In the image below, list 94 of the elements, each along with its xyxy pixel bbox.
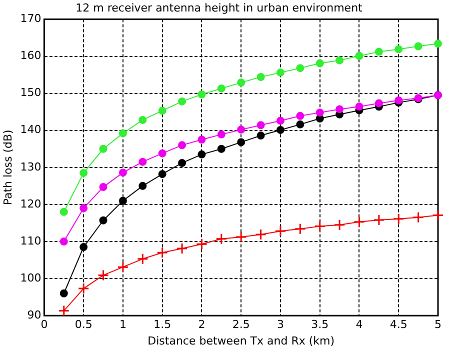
x-tick-label: 4.5 xyxy=(390,318,408,332)
point xyxy=(136,253,148,265)
point xyxy=(276,68,284,77)
x-tick-label: 3.5 xyxy=(311,318,329,332)
y-tick-label: 140 xyxy=(20,123,42,136)
y-tick-label: 100 xyxy=(20,271,42,284)
point xyxy=(99,216,108,224)
point xyxy=(80,243,88,252)
point xyxy=(80,168,88,177)
point xyxy=(60,238,68,246)
point xyxy=(296,64,304,72)
point xyxy=(99,144,108,153)
point xyxy=(414,42,422,50)
x-tick-label: 5 xyxy=(434,318,442,332)
point xyxy=(296,120,304,128)
point xyxy=(138,116,147,124)
point xyxy=(434,40,442,48)
point xyxy=(336,56,344,64)
point xyxy=(178,158,186,167)
point xyxy=(196,238,208,250)
point xyxy=(432,209,444,221)
point xyxy=(217,130,226,138)
point xyxy=(336,105,344,114)
y-tick-label: 150 xyxy=(20,86,42,100)
point xyxy=(138,182,147,190)
point xyxy=(316,108,324,117)
point xyxy=(355,102,364,111)
point xyxy=(374,99,383,108)
point xyxy=(198,90,206,98)
point xyxy=(256,132,265,140)
point xyxy=(178,141,186,150)
point xyxy=(118,168,127,177)
y-tick-label: 120 xyxy=(20,197,42,210)
point xyxy=(412,212,424,224)
point xyxy=(216,233,228,245)
x-tick-label: 4 xyxy=(356,318,363,332)
y-axis-title: Path loss (dB) xyxy=(1,130,14,206)
y-tick-label: 90 xyxy=(27,308,42,322)
point xyxy=(353,216,365,228)
point xyxy=(237,138,246,146)
point xyxy=(98,269,110,281)
point xyxy=(276,126,284,134)
point xyxy=(256,121,265,130)
point xyxy=(58,305,70,317)
point xyxy=(138,158,147,166)
point xyxy=(60,208,68,216)
y-tick-label: 130 xyxy=(20,160,42,174)
point xyxy=(78,282,90,294)
point xyxy=(235,231,247,243)
point xyxy=(117,261,129,273)
point xyxy=(237,126,246,134)
point xyxy=(274,225,286,237)
point xyxy=(60,289,68,298)
x-tick-label: 0.5 xyxy=(74,318,92,332)
point xyxy=(314,220,326,232)
x-tick-label: 3 xyxy=(276,318,284,332)
point xyxy=(237,78,246,87)
point xyxy=(374,48,383,56)
point xyxy=(355,52,364,60)
x-tick-label: 0 xyxy=(40,318,48,332)
y-tick-label: 160 xyxy=(20,49,42,62)
point xyxy=(198,150,206,158)
y-tick-label: 110 xyxy=(20,234,42,248)
point xyxy=(158,106,166,115)
chart-title: 12 m receiver antenna height in urban environment xyxy=(76,1,364,14)
point xyxy=(217,144,226,153)
x-tick-label: 1 xyxy=(119,318,126,332)
x-tick-label: 2 xyxy=(198,318,206,332)
point xyxy=(276,116,284,125)
x-tick-label: 1.5 xyxy=(154,318,172,332)
point xyxy=(394,96,403,104)
x-tick-label: 2.5 xyxy=(232,318,250,332)
point xyxy=(316,59,324,68)
point xyxy=(294,223,306,235)
point xyxy=(217,84,226,92)
point xyxy=(394,45,403,54)
point xyxy=(373,214,385,226)
point xyxy=(158,149,166,158)
x-axis-title: Distance between Tx and Rx (km) xyxy=(148,334,335,348)
point xyxy=(296,112,304,120)
point xyxy=(198,136,206,144)
point xyxy=(158,170,166,178)
point xyxy=(118,196,127,205)
point xyxy=(334,219,346,231)
y-tick-label: 170 xyxy=(20,12,42,26)
point xyxy=(80,204,88,212)
point xyxy=(156,246,168,258)
point xyxy=(255,228,267,240)
point xyxy=(178,97,186,106)
point xyxy=(256,73,265,81)
point xyxy=(99,183,108,192)
point xyxy=(176,242,188,254)
point xyxy=(392,213,404,225)
point xyxy=(118,129,127,138)
